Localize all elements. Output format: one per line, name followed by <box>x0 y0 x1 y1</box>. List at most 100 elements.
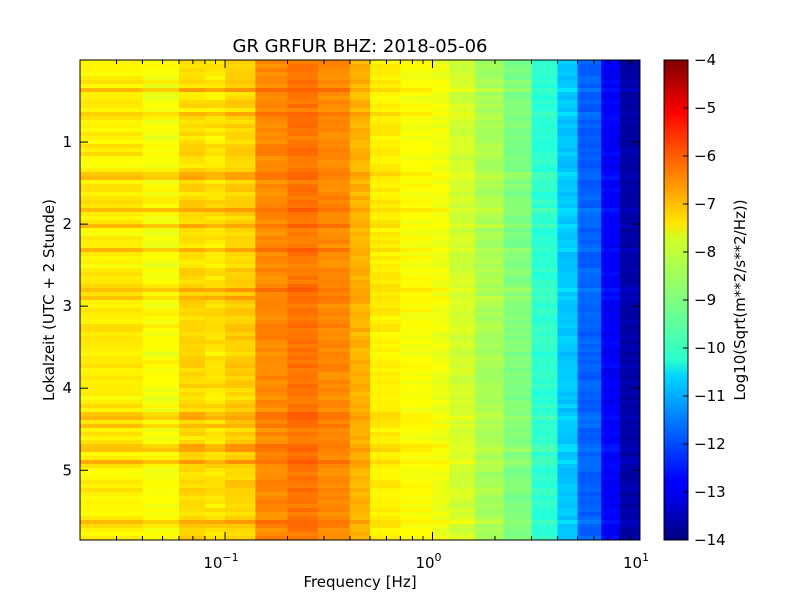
heatmap-cell <box>80 288 144 293</box>
heatmap-cell <box>448 140 476 145</box>
heatmap-cell <box>80 280 144 285</box>
heatmap-cell <box>255 344 289 349</box>
heatmap-cell <box>204 312 226 317</box>
heatmap-cell <box>142 284 180 289</box>
heatmap-cell <box>370 452 401 457</box>
heatmap-cell <box>317 172 351 177</box>
heatmap-cell <box>287 276 319 281</box>
heatmap-cell <box>287 192 319 197</box>
heatmap-cell <box>370 292 401 297</box>
heatmap-cell <box>179 60 206 65</box>
heatmap-cell <box>601 212 621 217</box>
heatmap-cell <box>400 352 434 357</box>
heatmap-cell <box>503 348 533 353</box>
heatmap-cell <box>531 344 559 349</box>
heatmap-cell <box>400 128 434 133</box>
heatmap-cell <box>142 312 180 317</box>
heatmap-cell <box>179 292 206 297</box>
heatmap-cell <box>80 532 144 537</box>
heatmap-cell <box>225 460 256 465</box>
heatmap-cell <box>448 516 476 521</box>
heatmap-cell <box>577 444 602 449</box>
heatmap-cell <box>503 252 533 257</box>
heatmap-cell <box>317 80 351 85</box>
heatmap-cell <box>619 268 640 273</box>
heatmap-cell <box>142 240 180 245</box>
heatmap-cell <box>142 208 180 213</box>
heatmap-cell <box>474 304 505 309</box>
heatmap-cell <box>349 256 371 261</box>
heatmap-cell <box>503 532 533 537</box>
heatmap-cell <box>179 384 206 389</box>
heatmap-cell <box>370 196 401 201</box>
heatmap-cell <box>179 532 206 537</box>
heatmap-cell <box>619 96 640 101</box>
heatmap-cell <box>557 428 579 433</box>
heatmap-cell <box>448 504 476 509</box>
heatmap-cell <box>448 372 476 377</box>
heatmap-cell <box>557 456 579 461</box>
heatmap-cell <box>531 436 559 441</box>
heatmap-cell <box>474 152 505 157</box>
heatmap-cell <box>448 420 476 425</box>
heatmap-cell <box>601 332 621 337</box>
heatmap-cell <box>474 108 505 113</box>
heatmap-cell <box>503 308 533 313</box>
heatmap-cell <box>601 180 621 185</box>
heatmap-cell <box>448 224 476 229</box>
heatmap-cell <box>474 100 505 105</box>
heatmap-cell <box>432 364 450 369</box>
heatmap-cell <box>179 204 206 209</box>
heatmap-cell <box>400 360 434 365</box>
heatmap-cell <box>503 508 533 513</box>
heatmap-cell <box>531 428 559 433</box>
heatmap-cell <box>503 212 533 217</box>
heatmap-cell <box>400 208 434 213</box>
heatmap-cell <box>503 136 533 141</box>
heatmap-cell <box>474 164 505 169</box>
heatmap-cell <box>577 500 602 505</box>
heatmap-cell <box>531 108 559 113</box>
colorbar-tick-label: −12 <box>694 435 726 453</box>
heatmap-cell <box>255 96 289 101</box>
heatmap-cell <box>225 392 256 397</box>
heatmap-cell <box>432 96 450 101</box>
heatmap-cell <box>557 100 579 105</box>
heatmap-cell <box>142 440 180 445</box>
heatmap-cell <box>531 148 559 153</box>
heatmap-cell <box>142 472 180 477</box>
heatmap-cell <box>287 108 319 113</box>
heatmap-cell <box>349 420 371 425</box>
heatmap-cell <box>400 432 434 437</box>
heatmap-cell <box>432 268 450 273</box>
heatmap-cell <box>601 252 621 257</box>
heatmap-cell <box>503 300 533 305</box>
heatmap-cell <box>400 372 434 377</box>
heatmap-cell <box>349 464 371 469</box>
heatmap-cell <box>370 140 401 145</box>
heatmap-cell <box>577 512 602 517</box>
heatmap-cell <box>448 400 476 405</box>
heatmap-cell <box>142 500 180 505</box>
heatmap-cell <box>287 280 319 285</box>
heatmap-cell <box>531 480 559 485</box>
heatmap-cell <box>601 312 621 317</box>
heatmap-cell <box>448 452 476 457</box>
heatmap-cell <box>503 148 533 153</box>
heatmap-cell <box>349 392 371 397</box>
heatmap-cell <box>557 68 579 73</box>
heatmap-cell <box>577 484 602 489</box>
heatmap-cell <box>503 276 533 281</box>
heatmap-cell <box>142 328 180 333</box>
heatmap-cell <box>531 280 559 285</box>
heatmap-cell <box>179 244 206 249</box>
heatmap-cell <box>503 524 533 529</box>
heatmap-cell <box>577 188 602 193</box>
heatmap-cell <box>225 204 256 209</box>
heatmap-cell <box>448 488 476 493</box>
heatmap-cell <box>400 316 434 321</box>
heatmap-cell <box>503 400 533 405</box>
heatmap-cell <box>432 460 450 465</box>
heatmap-cell <box>474 252 505 257</box>
heatmap-cell <box>225 372 256 377</box>
